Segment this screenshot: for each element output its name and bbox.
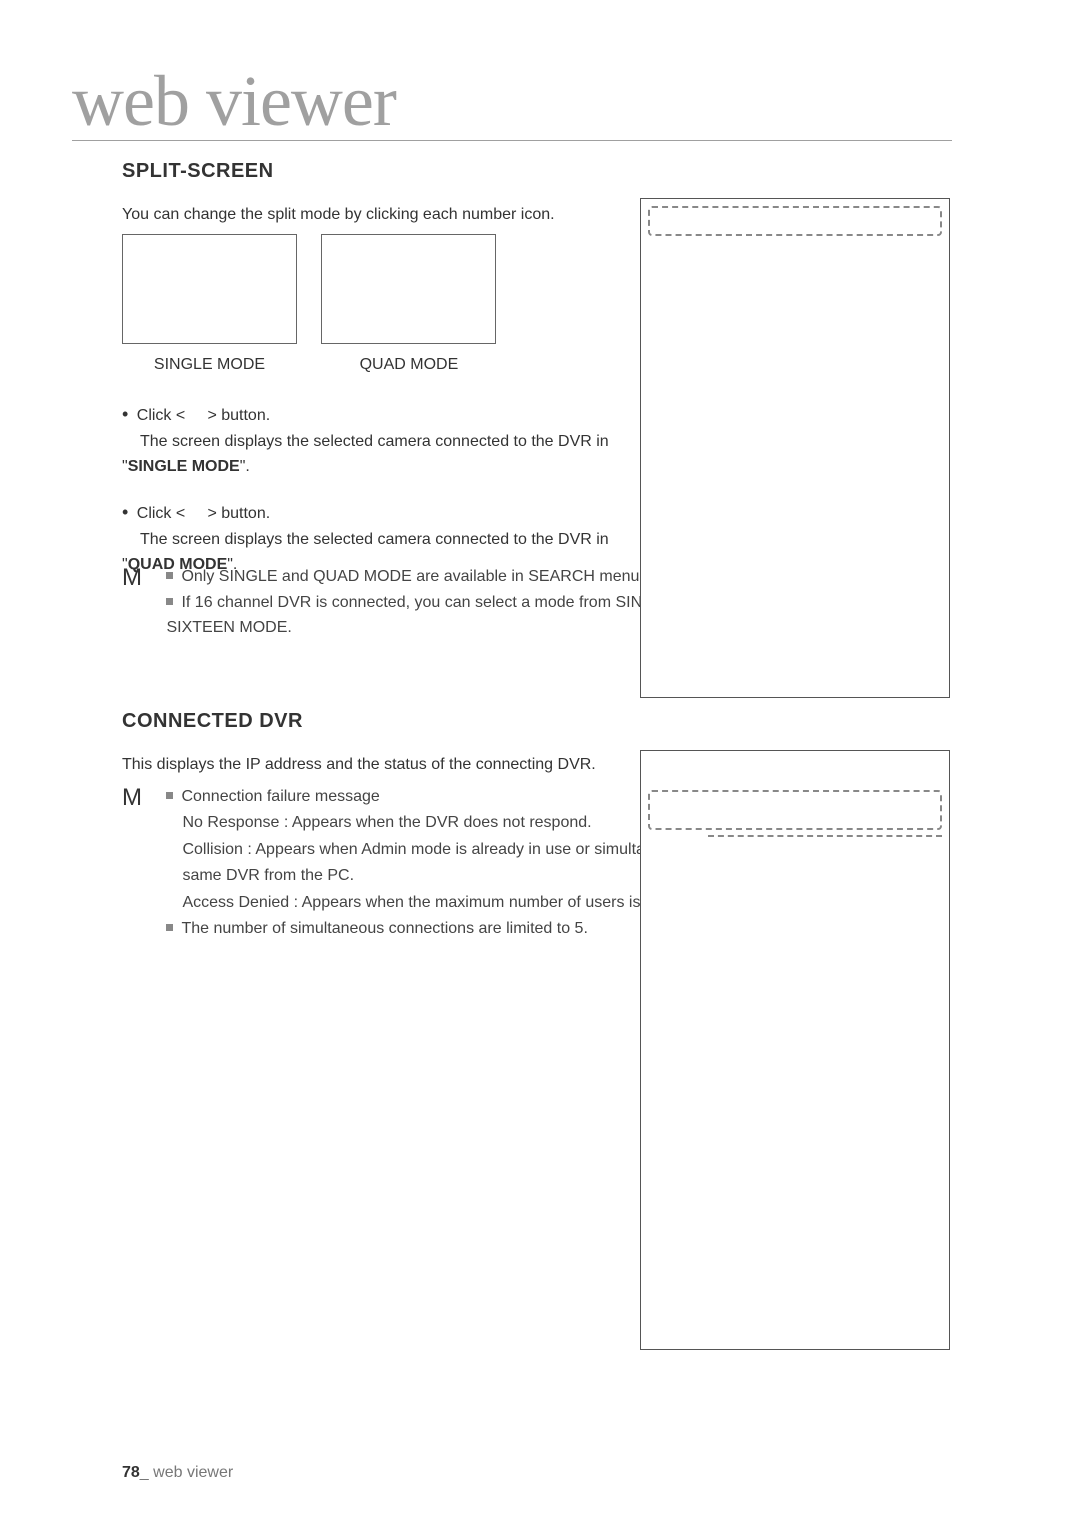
bullet-single-line1: Click < > button. <box>137 407 270 424</box>
connected-dvr-highlight-line <box>708 835 942 837</box>
note-m-icon: M <box>122 784 162 812</box>
split-screen-intro: You can change the split mode by clickin… <box>122 203 622 227</box>
connected-dvr-intro: This displays the IP address and the sta… <box>122 753 652 777</box>
quad-mode-box <box>321 234 496 344</box>
page-title: web viewer <box>72 60 396 143</box>
bullet-dot-icon: • <box>122 404 128 424</box>
split-note2: If 16 channel DVR is connected, you can … <box>166 594 691 637</box>
dvr-note-heading: Connection failure message <box>166 788 379 805</box>
bullet-single-mode-bold: SINGLE MODE <box>128 458 240 475</box>
footer-underscore: _ <box>140 1464 153 1481</box>
connected-dvr-heading: CONNECTED DVR <box>122 710 652 733</box>
split-screen-figure <box>640 198 950 698</box>
footer-text: web viewer <box>153 1464 233 1481</box>
split-screen-highlight <box>648 206 942 236</box>
single-mode-box <box>122 234 297 344</box>
connected-dvr-highlight <box>648 790 942 830</box>
footer-page-number: 78 <box>122 1464 140 1481</box>
bullet-single-text-b: ". <box>240 458 250 475</box>
split-screen-heading: SPLIT-SCREEN <box>122 160 622 183</box>
section-connected-dvr: CONNECTED DVR This displays the IP addre… <box>122 710 652 777</box>
dvr-note2: The number of simultaneous connections a… <box>166 920 587 937</box>
page-footer: 78_ web viewer <box>122 1464 233 1482</box>
dvr-msg1: No Response : Appears when the DVR does … <box>166 810 591 836</box>
single-mode-label: SINGLE MODE <box>122 356 297 374</box>
connected-dvr-figure <box>640 750 950 1350</box>
bullet-quad-line1: Click < > button. <box>137 505 270 522</box>
quad-mode-label: QUAD MODE <box>321 356 496 374</box>
split-note1: Only SINGLE and QUAD MODE are available … <box>166 568 643 585</box>
title-underline <box>72 140 952 141</box>
note-m-icon: M <box>122 564 162 592</box>
bullet-dot-icon: • <box>122 502 128 522</box>
bullet-single: • Click < > button. The screen displays … <box>122 400 652 480</box>
dvr-msg3: Access Denied : Appears when the maximum… <box>166 890 718 916</box>
section-split-screen: SPLIT-SCREEN You can change the split mo… <box>122 160 622 227</box>
bullet-single-line2: The screen displays the selected camera … <box>122 433 609 476</box>
mode-boxes-row: SINGLE MODE QUAD MODE <box>122 234 516 374</box>
